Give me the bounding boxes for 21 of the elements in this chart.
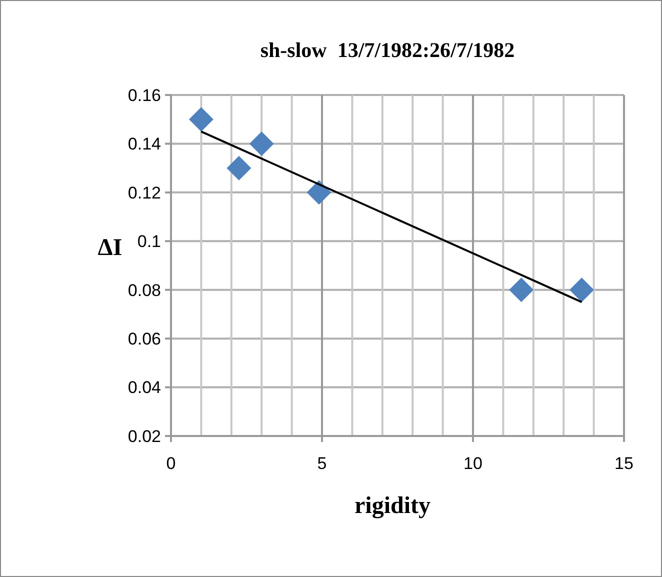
- point: [306, 180, 332, 205]
- x-tick-label: 0: [166, 454, 176, 473]
- x-tick-label: 15: [614, 454, 634, 473]
- point: [509, 278, 534, 302]
- y-axis-title: ΔI: [98, 235, 122, 261]
- x-axis-title: rigidity: [354, 493, 430, 519]
- y-tick-label: 0.12: [128, 183, 161, 202]
- y-tick-label: 0.06: [128, 330, 161, 349]
- chart-title: sh-slow 13/7/1982:26/7/1982: [260, 38, 515, 62]
- point: [569, 278, 594, 302]
- y-tick-label: 0.08: [128, 280, 161, 300]
- point: [188, 107, 214, 132]
- x-tick-label: 10: [464, 454, 482, 473]
- y-tick-label: 0.16: [128, 86, 161, 105]
- point: [226, 156, 252, 180]
- y-tick-label: 0.02: [128, 426, 161, 446]
- point: [249, 131, 274, 156]
- x-tick-label: 5: [317, 454, 327, 473]
- y-tick-label: 0.1: [137, 232, 161, 252]
- y-tick-label: 0.04: [128, 378, 161, 398]
- y-tick-label: 0.14: [128, 134, 161, 154]
